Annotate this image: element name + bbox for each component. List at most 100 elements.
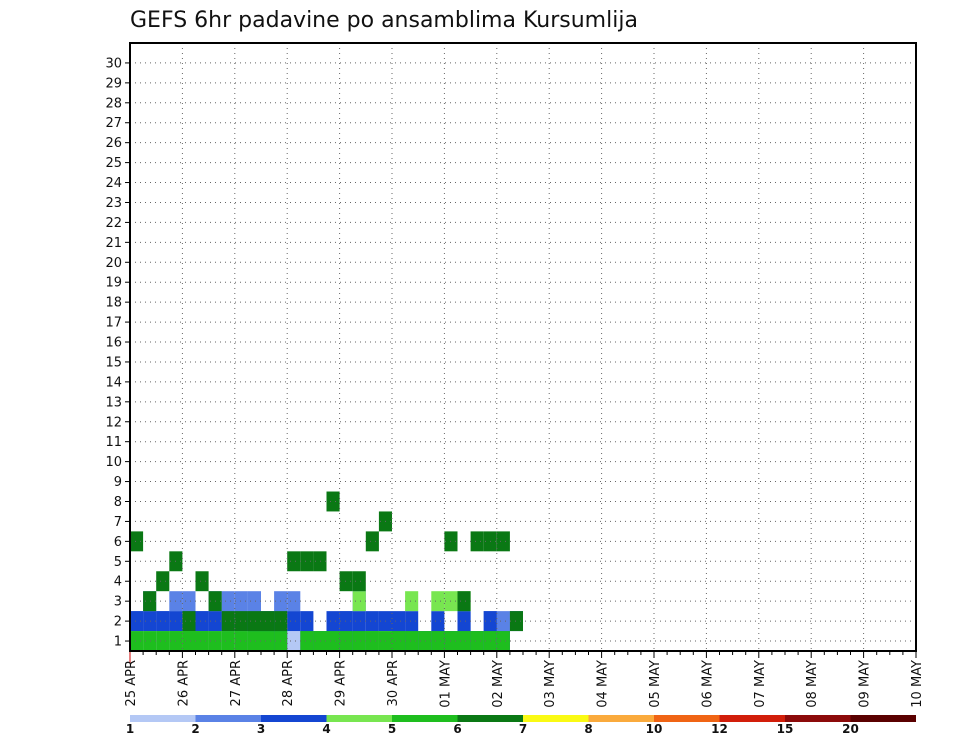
- x-tick-label: 04 MAY: [596, 660, 611, 708]
- data-cell: [405, 591, 419, 612]
- colorbar-label: 1: [126, 722, 134, 736]
- colorbar-label: 6: [453, 722, 461, 736]
- colorbar-segment: [326, 715, 392, 722]
- data-cell: [234, 611, 248, 632]
- y-tick-label: 8: [114, 495, 122, 510]
- y-tick-label: 16: [105, 336, 122, 351]
- x-tick-label: 28 APR: [281, 660, 296, 706]
- colorbar-label: 2: [191, 722, 199, 736]
- colorbar-label: 20: [842, 722, 859, 736]
- data-cell: [247, 591, 261, 612]
- x-axis: 25 APR 26 APR 27 APR 28 APR 29 APR 30 APR 01 M…: [124, 651, 925, 708]
- data-cell: [143, 611, 157, 632]
- y-tick-label: 10: [105, 455, 122, 470]
- data-cell: [300, 631, 314, 651]
- data-cell: [182, 591, 196, 612]
- data-cell: [234, 591, 248, 612]
- data-cell: [431, 631, 445, 651]
- data-cell: [287, 591, 301, 612]
- y-tick-label: 13: [105, 395, 122, 410]
- data-cell: [326, 491, 340, 512]
- y-tick-label: 6: [114, 535, 122, 550]
- data-cell: [431, 591, 445, 612]
- data-cell: [470, 531, 484, 552]
- data-cell: [352, 611, 366, 632]
- data-cell: [457, 591, 471, 612]
- y-tick-label: 11: [105, 435, 122, 450]
- y-tick-label: 1: [114, 635, 122, 650]
- data-cell: [352, 571, 366, 592]
- colorbar-label: 10: [646, 722, 663, 736]
- y-tick-label: 28: [105, 96, 122, 111]
- x-tick-label: 26 APR: [176, 660, 191, 706]
- colorbar-segment: [457, 715, 523, 722]
- data-cell: [221, 591, 235, 612]
- colorbar-label: 8: [584, 722, 592, 736]
- chart-title: GEFS 6hr padavine po ansamblima Kursumli…: [130, 8, 638, 33]
- y-tick-label: 17: [105, 316, 122, 331]
- y-tick-label: 24: [105, 176, 122, 191]
- data-cell: [496, 631, 510, 651]
- data-cell: [156, 571, 170, 592]
- x-tick-label: 10 MAY: [910, 660, 925, 708]
- data-cell: [143, 631, 157, 651]
- colorbar-label: 5: [388, 722, 396, 736]
- colorbar-label: 4: [322, 722, 330, 736]
- grid-layer: [130, 43, 916, 651]
- data-cell: [130, 631, 144, 651]
- data-cell: [261, 631, 275, 651]
- y-tick-label: 5: [114, 555, 122, 570]
- data-cell: [339, 571, 353, 592]
- data-cell: [326, 611, 340, 632]
- plot-frame: [129, 42, 917, 652]
- cells-layer: [130, 491, 523, 651]
- data-cell: [313, 631, 327, 651]
- y-tick-label: 4: [114, 575, 122, 590]
- data-cell: [221, 611, 235, 632]
- data-cell: [339, 631, 353, 651]
- y-tick-label: 20: [105, 256, 122, 271]
- data-cell: [156, 631, 170, 651]
- data-cell: [431, 611, 445, 632]
- data-cell: [339, 611, 353, 632]
- colorbar-segment: [719, 715, 785, 722]
- y-axis: 1234567891011121314151617181920212223242…: [105, 56, 130, 650]
- x-tick-label: 09 MAY: [858, 660, 873, 708]
- data-cell: [352, 631, 366, 651]
- data-cell: [195, 631, 209, 651]
- data-cell: [457, 631, 471, 651]
- colorbar-segment: [261, 715, 327, 722]
- data-cell: [247, 631, 261, 651]
- data-cell: [195, 611, 209, 632]
- x-tick-label: 03 MAY: [543, 660, 558, 708]
- colorbar-label: 15: [777, 722, 794, 736]
- x-tick-label: 25 APR: [124, 660, 139, 706]
- y-tick-label: 14: [105, 375, 122, 390]
- y-tick-label: 21: [105, 236, 122, 251]
- colorbar-label: 12: [711, 722, 728, 736]
- data-cell: [182, 631, 196, 651]
- x-tick-label: 05 MAY: [648, 660, 663, 708]
- data-cell: [287, 551, 301, 572]
- colorbar-segment: [654, 715, 720, 722]
- data-cell: [392, 631, 406, 651]
- y-tick-label: 27: [105, 116, 122, 131]
- data-cell: [287, 631, 301, 651]
- data-cell: [365, 611, 379, 632]
- colorbar-segment: [195, 715, 261, 722]
- data-cell: [182, 611, 196, 632]
- data-cell: [470, 631, 484, 651]
- data-cell: [457, 611, 471, 632]
- data-cell: [509, 611, 523, 632]
- x-tick-label: 30 APR: [386, 660, 401, 706]
- data-cell: [156, 611, 170, 632]
- data-cell: [130, 611, 144, 632]
- data-cell: [130, 531, 144, 552]
- x-tick-label: 02 MAY: [491, 660, 506, 708]
- colorbar-segment: [523, 715, 589, 722]
- y-tick-label: 25: [105, 156, 122, 171]
- data-cell: [405, 611, 419, 632]
- y-tick-label: 7: [114, 515, 122, 530]
- y-tick-label: 22: [105, 216, 122, 231]
